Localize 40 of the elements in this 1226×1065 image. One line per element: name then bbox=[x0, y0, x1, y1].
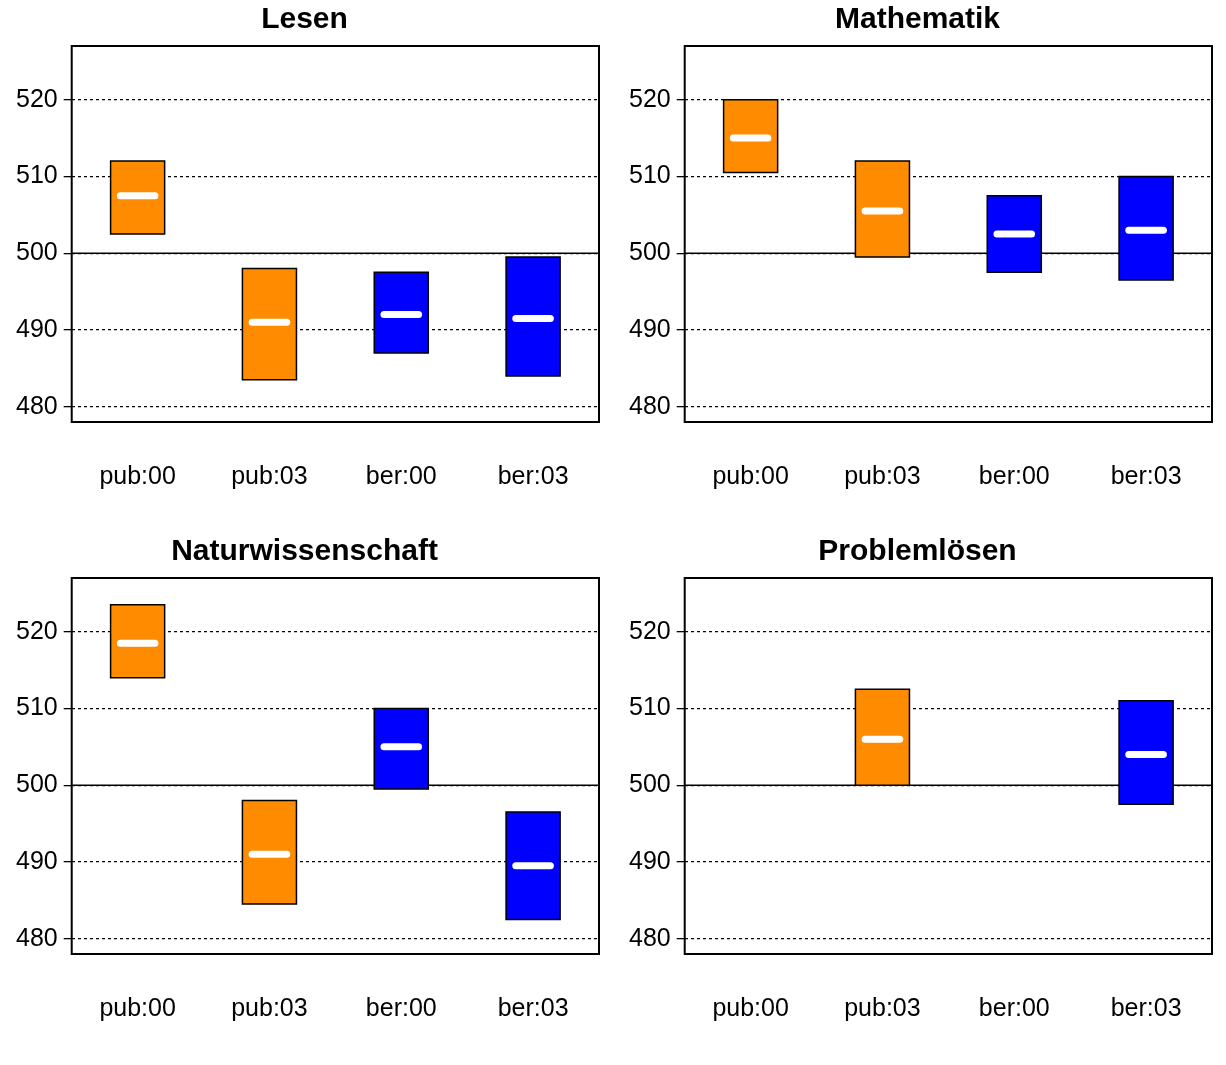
chart-title: Lesen bbox=[261, 1, 348, 35]
y-tick-label: 500 bbox=[15, 237, 58, 266]
x-tick-label: pub:03 bbox=[231, 992, 308, 1021]
y-tick-label: 520 bbox=[628, 615, 671, 644]
x-tick-label: pub:03 bbox=[844, 992, 921, 1021]
y-tick-label: 500 bbox=[628, 769, 671, 798]
x-tick-label: pub:03 bbox=[844, 460, 921, 489]
y-tick-label: 490 bbox=[15, 845, 58, 874]
chart-title: Mathematik bbox=[834, 1, 1001, 35]
x-tick-label: ber:03 bbox=[1110, 460, 1182, 489]
y-tick-label: 510 bbox=[628, 160, 671, 189]
x-tick-label: pub:00 bbox=[99, 992, 176, 1021]
y-tick-label: 510 bbox=[15, 692, 58, 721]
y-tick-label: 480 bbox=[628, 390, 671, 419]
x-tick-label: ber:03 bbox=[497, 460, 569, 489]
x-tick-label: ber:03 bbox=[497, 992, 569, 1021]
x-tick-label: pub:03 bbox=[231, 460, 308, 489]
y-tick-label: 510 bbox=[15, 160, 58, 189]
y-tick-label: 480 bbox=[15, 390, 58, 419]
y-tick-label: 520 bbox=[15, 83, 58, 112]
x-tick-label: ber:00 bbox=[978, 460, 1050, 489]
x-tick-label: ber:03 bbox=[1110, 992, 1182, 1021]
y-tick-label: 520 bbox=[628, 83, 671, 112]
y-tick-label: 490 bbox=[15, 313, 58, 342]
x-tick-label: pub:00 bbox=[712, 460, 789, 489]
chart-title: Naturwissenschaft bbox=[171, 533, 438, 567]
y-tick-label: 480 bbox=[15, 922, 58, 951]
y-tick-label: 500 bbox=[628, 237, 671, 266]
x-tick-label: ber:00 bbox=[365, 992, 437, 1021]
y-tick-label: 510 bbox=[628, 692, 671, 721]
x-tick-label: ber:00 bbox=[978, 992, 1050, 1021]
x-tick-label: pub:00 bbox=[99, 460, 176, 489]
y-tick-label: 520 bbox=[15, 615, 58, 644]
x-tick-label: ber:00 bbox=[365, 460, 437, 489]
y-tick-label: 490 bbox=[628, 845, 671, 874]
x-tick-label: pub:00 bbox=[712, 992, 789, 1021]
y-tick-label: 490 bbox=[628, 313, 671, 342]
y-tick-label: 480 bbox=[628, 922, 671, 951]
chart-title: Problemlösen bbox=[818, 533, 1017, 567]
y-tick-label: 500 bbox=[15, 769, 58, 798]
